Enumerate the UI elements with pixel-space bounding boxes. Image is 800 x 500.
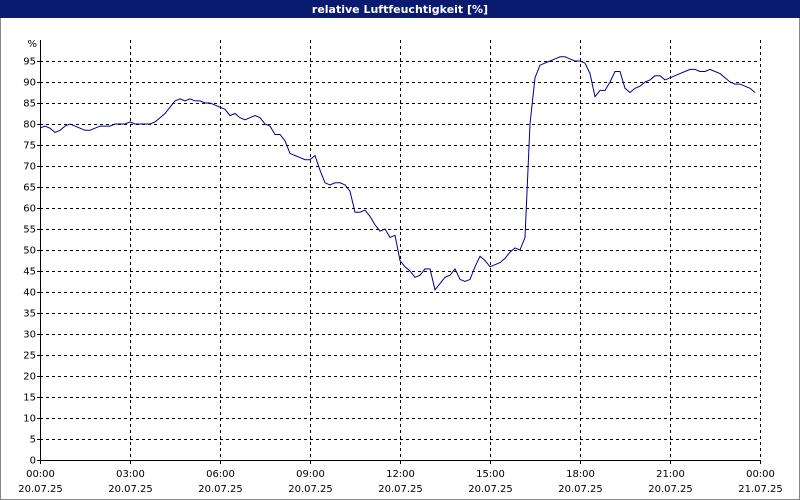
y-tick-label: 30 (23, 330, 36, 341)
y-tick-label: 70 (23, 162, 36, 173)
title-bar (0, 0, 800, 18)
y-tick-label: 55 (23, 225, 36, 236)
y-tick-label: 15 (23, 393, 36, 404)
x-tick-label: 21:00 (656, 469, 685, 480)
y-tick-label: 45 (23, 267, 36, 278)
x-tick-date: 20.07.25 (18, 484, 63, 495)
y-tick-label: 0 (30, 456, 36, 467)
chart-title: relative Luftfeuchtigkeit [%] (312, 3, 488, 16)
y-tick-label: 25 (23, 351, 36, 362)
x-tick-date: 20.07.25 (378, 484, 423, 495)
y-tick-label: 40 (23, 288, 36, 299)
x-tick-label: 18:00 (566, 469, 595, 480)
y-tick-label: 85 (23, 99, 36, 110)
x-tick-date: 20.07.25 (648, 484, 693, 495)
x-tick-date: 20.07.25 (198, 484, 243, 495)
x-tick-label: 00:00 (26, 469, 55, 480)
y-tick-label: 5 (30, 435, 36, 446)
y-tick-label: 50 (23, 246, 36, 257)
x-tick-date: 20.07.25 (108, 484, 153, 495)
x-tick-date: 21.07.25 (738, 484, 783, 495)
x-tick-date: 20.07.25 (558, 484, 603, 495)
y-tick-label: 90 (23, 78, 36, 89)
x-tick-date: 20.07.25 (288, 484, 333, 495)
y-tick-label: 80 (23, 120, 36, 131)
x-tick-label: 09:00 (296, 469, 325, 480)
y-tick-label: 65 (23, 183, 36, 194)
y-tick-label: 60 (23, 204, 36, 215)
y-tick-label: 95 (23, 57, 36, 68)
x-tick-label: 15:00 (476, 469, 505, 480)
x-tick-label: 03:00 (116, 469, 145, 480)
x-tick-date: 20.07.25 (468, 484, 513, 495)
x-tick-label: 12:00 (386, 469, 415, 480)
y-axis-label: % (27, 39, 37, 50)
data-line (39, 56, 756, 292)
y-tick-label: 20 (23, 372, 36, 383)
y-tick-label: 10 (23, 414, 36, 425)
x-tick-label: 00:00 (746, 469, 775, 480)
y-tick-label: 35 (23, 309, 36, 320)
y-tick-label: 75 (23, 141, 36, 152)
x-tick-label: 06:00 (206, 469, 235, 480)
